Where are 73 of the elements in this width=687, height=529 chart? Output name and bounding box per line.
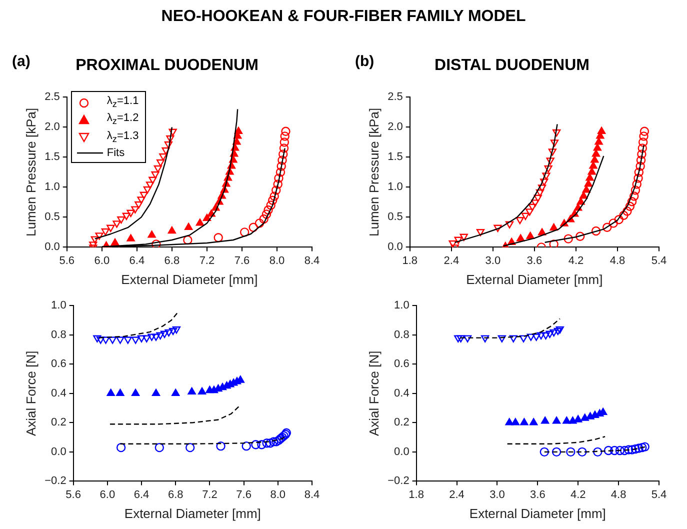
y-tick-label: 1.5 (44, 151, 60, 164)
y-tick-label: −0.2 (44, 475, 66, 488)
x-tick-label: 6.8 (164, 254, 180, 267)
x-tick-label: 7.6 (234, 254, 250, 267)
y-tick-label: 2.5 (388, 91, 403, 104)
y-axis-title: Lumen Pressure [kPa] (366, 108, 382, 237)
y-tick-label: 0.0 (388, 241, 403, 254)
x-tick-label: 6.0 (100, 488, 116, 501)
y-tick-label: 0.2 (51, 416, 66, 429)
chart-title: PROXIMAL DUODENUM (76, 57, 258, 74)
y-tick-label: 0.2 (394, 416, 410, 429)
x-tick-label: 3.0 (485, 254, 501, 267)
y-tick-label: 0.6 (394, 358, 410, 370)
x-tick-label: 5.6 (66, 488, 81, 501)
y-tick-label: 0.4 (394, 387, 410, 400)
x-axis-title: External Diameter [mm] (466, 272, 603, 287)
y-tick-label: 1.0 (394, 300, 410, 312)
x-tick-label: 7.6 (236, 488, 252, 501)
x-tick-label: 4.8 (610, 488, 626, 501)
y-tick-label: −0.2 (388, 475, 410, 488)
x-tick-label: 3.6 (526, 254, 542, 267)
x-tick-label: 1.8 (408, 488, 424, 501)
y-axis-title: Lumen Pressure [kPa] (23, 108, 38, 237)
y-tick-label: 1.5 (388, 151, 403, 164)
x-tick-label: 6.4 (129, 254, 145, 267)
chart-title: DISTAL DUODENUM (434, 57, 590, 74)
y-tick-label: 0.4 (51, 387, 66, 400)
x-tick-label: 7.2 (202, 488, 218, 501)
x-tick-label: 7.2 (199, 254, 215, 267)
text: (a) (12, 53, 30, 70)
text: NEO-HOOKEAN & FOUR-FIBER FAMILY MODEL (160, 8, 527, 26)
x-tick-label: 8.4 (304, 488, 320, 501)
y-tick-label: 0.8 (51, 328, 66, 341)
x-tick-label: 6.8 (168, 488, 184, 501)
x-tick-label: 8.4 (304, 254, 320, 267)
x-tick-label: 8.0 (270, 488, 286, 501)
y-axis-title: Axial Force [N] (366, 350, 382, 436)
y-tick-label: 0.5 (44, 211, 60, 224)
x-tick-label: 2.4 (449, 488, 464, 501)
y-tick-label: 0.0 (44, 241, 60, 254)
y-tick-label: 2.0 (44, 121, 60, 134)
legend-label: Fits (106, 146, 125, 160)
x-tick-label: 3.0 (490, 488, 505, 501)
x-tick-label: 3.6 (530, 488, 546, 501)
x-tick-label: 8.0 (269, 254, 285, 267)
legend-label: λ$_{z}$=1.2 (106, 111, 139, 129)
y-tick-label: 0.6 (51, 358, 66, 370)
x-tick-label: 5.4 (651, 488, 667, 501)
x-tick-label: 1.8 (402, 254, 418, 267)
y-tick-label: 2.0 (388, 121, 403, 134)
text: (b) (355, 53, 374, 70)
x-tick-label: 6.0 (94, 254, 110, 267)
x-tick-label: 4.2 (568, 254, 584, 267)
x-tick-label: 5.4 (651, 254, 667, 267)
x-axis-title: External Diameter [mm] (469, 506, 606, 521)
y-tick-label: 1.0 (44, 181, 60, 194)
x-tick-label: 4.2 (570, 488, 586, 501)
legend-label: λ$_{z}$=1.3 (106, 128, 139, 146)
x-tick-label: 4.8 (610, 254, 626, 267)
y-tick-label: 0.0 (51, 446, 66, 458)
y-axis-title: Axial Force [N] (23, 350, 38, 436)
x-axis-title: External Diameter [mm] (124, 506, 261, 521)
y-tick-label: 0.0 (394, 446, 410, 458)
y-tick-label: 0.5 (388, 211, 403, 224)
y-tick-label: 1.0 (51, 300, 66, 312)
y-tick-label: 2.5 (44, 91, 60, 104)
x-tick-label: 5.6 (59, 254, 75, 267)
x-tick-label: 2.4 (444, 254, 460, 267)
x-tick-label: 6.4 (134, 488, 150, 501)
y-tick-label: 0.8 (394, 328, 410, 341)
y-tick-label: 1.0 (388, 181, 403, 194)
x-axis-title: External Diameter [mm] (121, 272, 258, 287)
legend-label: λ$_{z}$=1.1 (106, 94, 139, 112)
